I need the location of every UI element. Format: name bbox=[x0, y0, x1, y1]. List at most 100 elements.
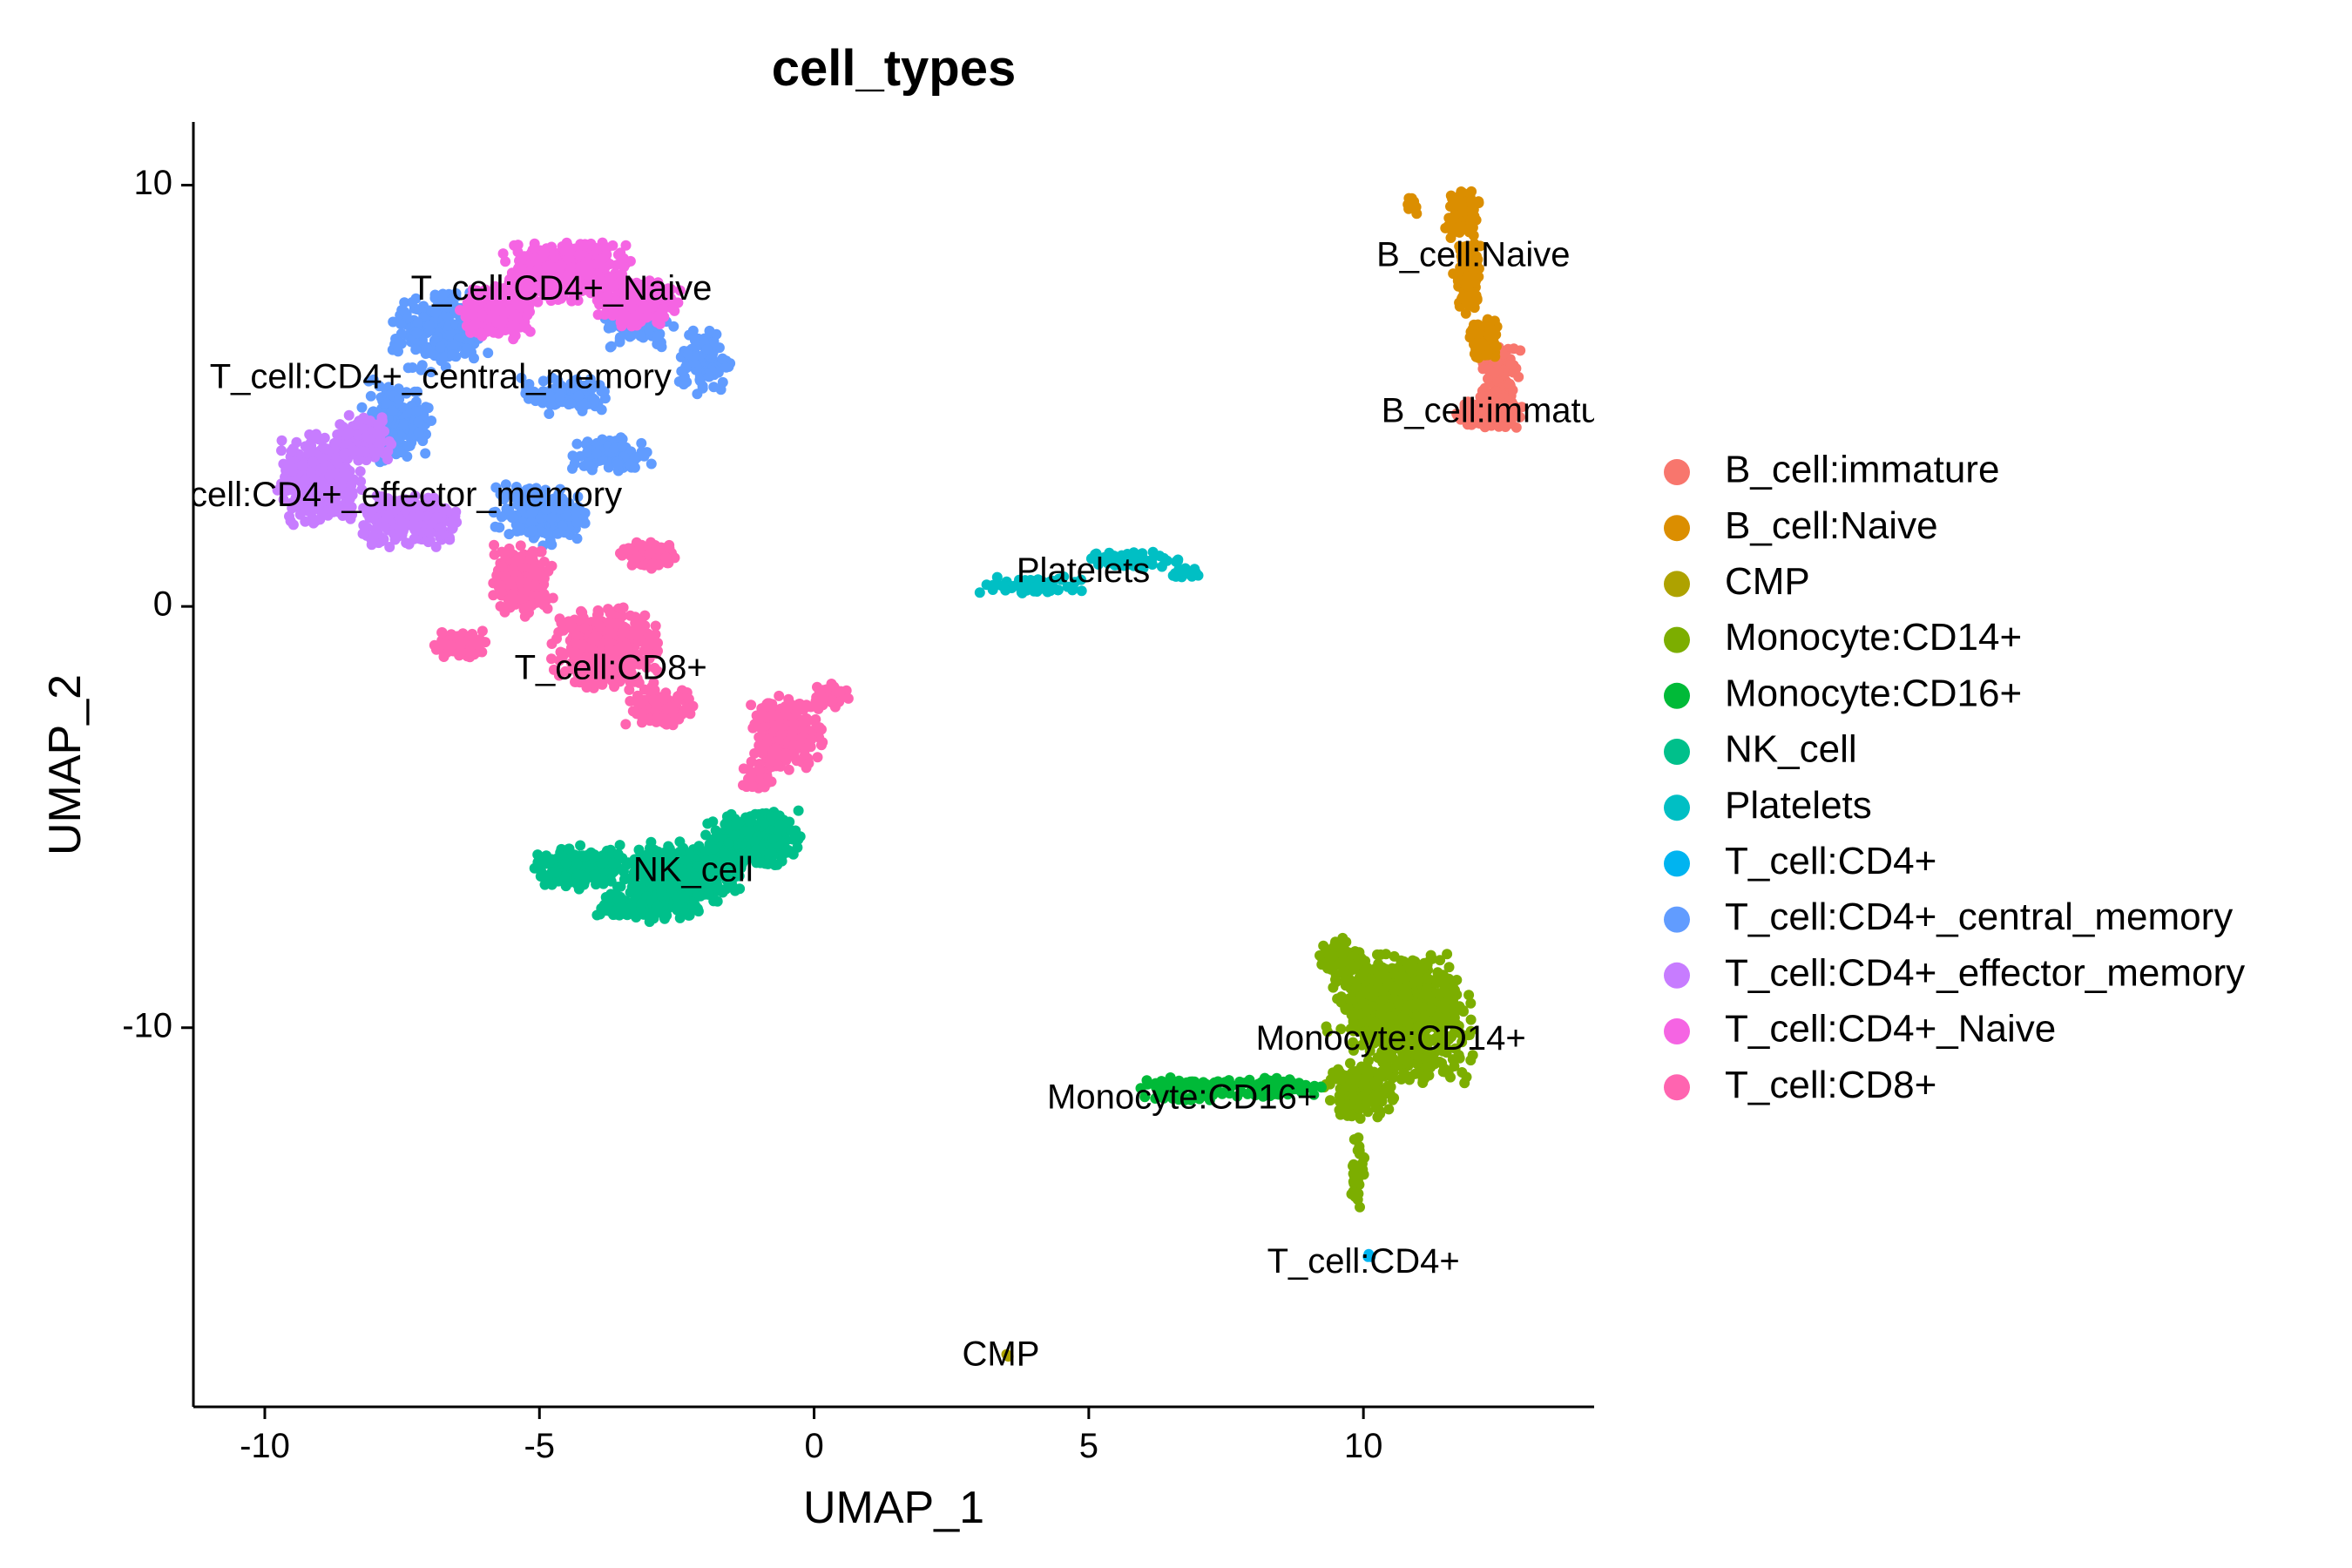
data-point bbox=[708, 382, 720, 393]
data-point bbox=[449, 339, 460, 350]
data-point bbox=[571, 858, 583, 869]
data-point bbox=[1450, 984, 1460, 996]
data-point bbox=[356, 402, 368, 413]
data-point bbox=[1316, 1082, 1327, 1093]
data-point bbox=[1365, 1033, 1376, 1044]
data-point bbox=[1508, 343, 1519, 355]
data-point bbox=[1432, 1031, 1443, 1042]
data-point bbox=[1429, 1058, 1440, 1070]
data-point bbox=[276, 435, 287, 446]
data-point bbox=[617, 440, 628, 451]
data-point bbox=[769, 860, 781, 870]
data-point bbox=[560, 857, 571, 868]
data-point bbox=[1471, 293, 1483, 304]
data-point bbox=[679, 891, 690, 902]
data-point bbox=[1354, 1141, 1365, 1152]
data-point bbox=[364, 434, 375, 445]
data-point bbox=[398, 418, 409, 429]
data-point bbox=[435, 341, 446, 353]
data-point bbox=[1406, 1038, 1417, 1050]
data-point bbox=[1460, 262, 1471, 274]
data-point bbox=[794, 831, 806, 842]
data-point bbox=[674, 836, 686, 848]
data-point bbox=[1335, 993, 1346, 1004]
data-point bbox=[1465, 997, 1477, 1009]
data-point bbox=[582, 447, 593, 457]
data-point bbox=[1393, 998, 1404, 1010]
data-point bbox=[591, 449, 602, 459]
data-point bbox=[1389, 1092, 1400, 1104]
data-point bbox=[483, 348, 494, 359]
data-point bbox=[300, 441, 311, 452]
data-point bbox=[411, 328, 422, 339]
point-group-3 bbox=[1315, 932, 1478, 1213]
data-point bbox=[382, 454, 393, 465]
data-point bbox=[1432, 1011, 1443, 1022]
data-point bbox=[1458, 294, 1470, 305]
data-point bbox=[704, 325, 715, 336]
data-point bbox=[1484, 329, 1495, 341]
data-point bbox=[754, 857, 766, 868]
data-point bbox=[656, 341, 667, 353]
data-point bbox=[343, 409, 355, 421]
data-point bbox=[1400, 973, 1411, 984]
data-point bbox=[394, 525, 405, 537]
data-point bbox=[413, 427, 424, 438]
data-point bbox=[612, 848, 624, 860]
data-point bbox=[1466, 195, 1477, 206]
data-point bbox=[996, 580, 1007, 591]
data-point bbox=[353, 455, 364, 466]
data-point bbox=[395, 319, 407, 329]
data-point bbox=[1359, 1078, 1370, 1090]
data-point bbox=[567, 463, 578, 474]
data-point bbox=[605, 341, 617, 352]
points-layer bbox=[272, 186, 1527, 1362]
data-point bbox=[1476, 398, 1487, 409]
data-point bbox=[1003, 1351, 1014, 1362]
data-point bbox=[1167, 570, 1179, 581]
data-point bbox=[1372, 977, 1383, 989]
data-point bbox=[1376, 1066, 1388, 1077]
data-point bbox=[1336, 1106, 1348, 1118]
data-point bbox=[544, 409, 555, 419]
data-point bbox=[1347, 1090, 1358, 1101]
data-point bbox=[386, 438, 397, 449]
data-point bbox=[1159, 552, 1170, 564]
data-point bbox=[1337, 949, 1348, 960]
data-point bbox=[332, 429, 343, 440]
data-point bbox=[1416, 963, 1427, 974]
data-point bbox=[717, 353, 728, 364]
data-point bbox=[1443, 962, 1455, 973]
data-point bbox=[614, 840, 625, 851]
data-point bbox=[526, 525, 537, 537]
data-point bbox=[731, 820, 742, 831]
data-point bbox=[340, 448, 351, 458]
data-point bbox=[612, 458, 624, 470]
data-point bbox=[422, 402, 434, 414]
data-point bbox=[1387, 1072, 1398, 1084]
data-point bbox=[1421, 1062, 1432, 1073]
data-point bbox=[703, 889, 714, 900]
data-point bbox=[1424, 1045, 1436, 1057]
data-point bbox=[1351, 1065, 1362, 1077]
data-point bbox=[359, 446, 370, 456]
data-point bbox=[1465, 1025, 1477, 1037]
data-point bbox=[598, 874, 609, 885]
data-point bbox=[308, 456, 319, 467]
data-point bbox=[693, 906, 704, 917]
data-point bbox=[424, 527, 436, 538]
data-point bbox=[1385, 1081, 1396, 1092]
data-point bbox=[571, 517, 583, 528]
data-point bbox=[1348, 1037, 1359, 1048]
data-point bbox=[394, 337, 405, 348]
data-point bbox=[571, 438, 583, 449]
data-point bbox=[676, 366, 687, 377]
data-point bbox=[551, 867, 562, 878]
data-point bbox=[786, 825, 797, 836]
data-point bbox=[1456, 251, 1467, 262]
data-point bbox=[1465, 214, 1477, 225]
data-point bbox=[766, 846, 777, 857]
data-point bbox=[1442, 949, 1453, 960]
data-point bbox=[552, 528, 564, 539]
